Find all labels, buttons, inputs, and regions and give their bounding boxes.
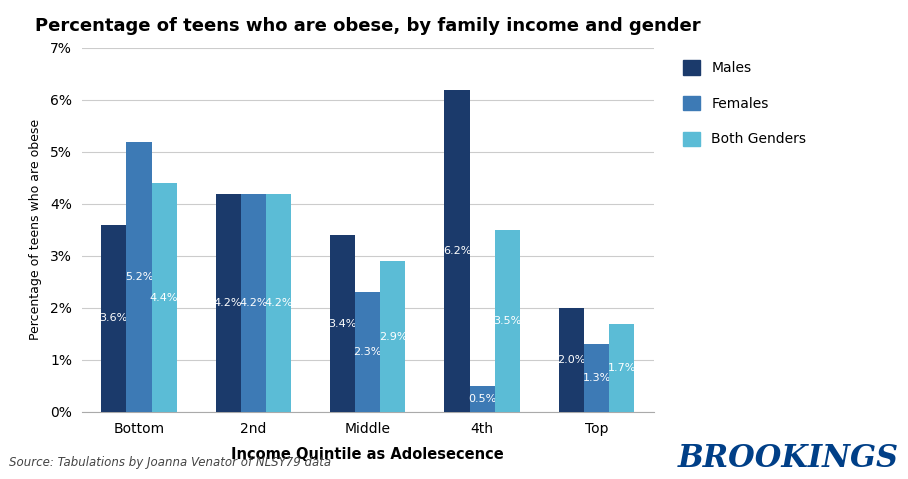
Text: 1.3%: 1.3%	[582, 373, 611, 383]
Text: 4.2%: 4.2%	[264, 298, 292, 308]
X-axis label: Income Quintile as Adolesecence: Income Quintile as Adolesecence	[232, 447, 504, 462]
Title: Percentage of teens who are obese, by family income and gender: Percentage of teens who are obese, by fa…	[35, 17, 701, 35]
Text: 4.4%: 4.4%	[150, 293, 178, 303]
Text: 1.7%: 1.7%	[607, 363, 636, 373]
Text: 4.2%: 4.2%	[239, 298, 268, 308]
Bar	[355, 292, 380, 412]
Text: BROOKINGS: BROOKINGS	[678, 443, 899, 474]
Text: 2.0%: 2.0%	[558, 355, 586, 365]
Text: 0.5%: 0.5%	[468, 394, 497, 404]
Text: Source: Tabulations by Joanna Venator of NLSY79 data: Source: Tabulations by Joanna Venator of…	[9, 456, 331, 469]
Bar	[558, 308, 584, 412]
Bar	[609, 323, 635, 412]
Bar	[380, 261, 406, 412]
Bar	[330, 235, 355, 412]
Text: 2.9%: 2.9%	[379, 331, 407, 342]
Bar	[215, 194, 241, 412]
Text: 6.2%: 6.2%	[443, 246, 471, 256]
Y-axis label: Percentage of teens who are obese: Percentage of teens who are obese	[29, 119, 42, 341]
Text: 4.2%: 4.2%	[214, 298, 242, 308]
Bar	[584, 344, 609, 412]
Legend: Males, Females, Both Genders: Males, Females, Both Genders	[678, 55, 812, 152]
Bar	[266, 194, 291, 412]
Bar	[241, 194, 266, 412]
Text: 3.5%: 3.5%	[493, 316, 521, 326]
Bar	[152, 183, 177, 412]
Bar	[444, 90, 469, 412]
Bar	[495, 230, 520, 412]
Text: 3.4%: 3.4%	[329, 319, 357, 329]
Bar	[126, 141, 152, 412]
Text: 5.2%: 5.2%	[124, 272, 153, 282]
Text: 2.3%: 2.3%	[353, 347, 382, 357]
Bar	[469, 386, 495, 412]
Text: 3.6%: 3.6%	[100, 313, 128, 323]
Bar	[101, 225, 126, 412]
